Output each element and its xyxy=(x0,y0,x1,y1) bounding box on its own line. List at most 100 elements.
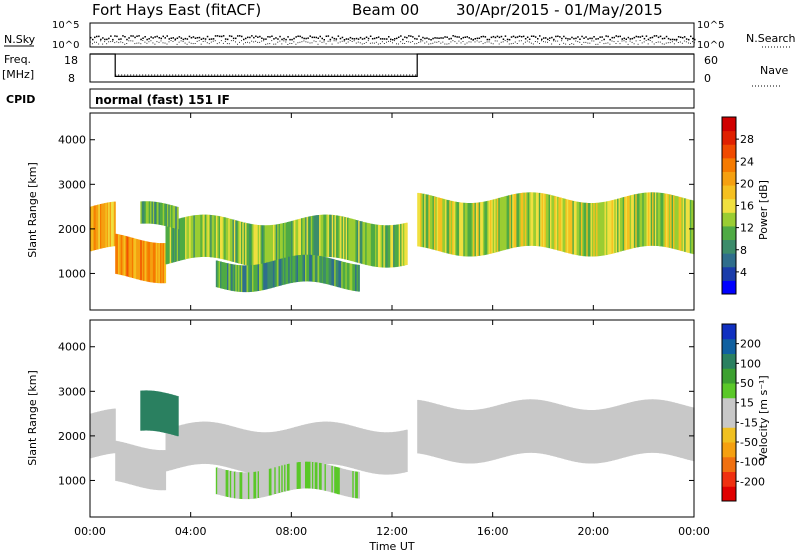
nsearch-point xyxy=(625,41,627,43)
echo-cell xyxy=(176,425,179,469)
echo-cell xyxy=(689,199,692,254)
echo-cell xyxy=(554,403,557,457)
nsearch-point xyxy=(275,43,277,45)
echo-cell xyxy=(245,265,248,293)
echo-cell xyxy=(267,262,270,289)
nsky-point xyxy=(222,35,225,37)
nsky-point xyxy=(496,35,499,38)
nsearch-point xyxy=(367,40,369,42)
echo-cell xyxy=(474,202,477,257)
echo-cell xyxy=(673,195,675,249)
nsearch-point xyxy=(106,43,108,45)
echo-cell xyxy=(346,469,349,497)
colorbar-tick-label: -50 xyxy=(740,436,758,449)
nsearch-point xyxy=(631,41,633,43)
echo-cell xyxy=(543,400,545,455)
echo-cell xyxy=(97,204,99,250)
echo-cell xyxy=(317,462,320,490)
echo-cell xyxy=(564,198,566,253)
nsearch-point xyxy=(267,43,269,45)
echo-cell xyxy=(179,218,182,261)
nsearch-point xyxy=(400,41,402,43)
echo-cell xyxy=(220,423,222,466)
echo-cell xyxy=(215,215,218,258)
echo-cell xyxy=(355,264,358,292)
nsky-point xyxy=(541,38,543,41)
nsearch-point xyxy=(224,40,226,42)
nsky-point xyxy=(512,35,515,38)
echo-cell xyxy=(318,462,321,490)
echo-cell xyxy=(328,465,331,492)
echo-cell xyxy=(218,261,221,288)
echo-cell xyxy=(102,203,105,248)
nsky-point xyxy=(128,37,130,39)
echo-cell xyxy=(98,204,101,249)
echo-cell xyxy=(172,205,175,228)
echo-cell xyxy=(313,422,316,465)
echo-cell xyxy=(240,221,243,265)
echo-cell xyxy=(143,390,146,431)
nsearch-point xyxy=(599,41,601,43)
echo-cell xyxy=(242,265,245,293)
echo-cell xyxy=(210,215,213,258)
echo-cell xyxy=(305,461,307,489)
velocity-echoes xyxy=(90,390,695,500)
echo-cell xyxy=(506,402,509,457)
echo-cell xyxy=(582,202,585,257)
nsky-point xyxy=(375,37,378,39)
nsearch-point xyxy=(543,41,544,43)
echo-cell xyxy=(231,471,234,498)
echo-cell xyxy=(678,403,681,458)
echo-cell xyxy=(161,450,164,491)
echo-cell xyxy=(151,449,154,490)
echo-cell xyxy=(438,197,441,252)
echo-cell xyxy=(99,204,102,249)
nsearch-point xyxy=(228,43,230,45)
echo-cell xyxy=(454,408,457,463)
echo-cell xyxy=(274,467,277,494)
nsky-point xyxy=(637,36,640,38)
echo-cell xyxy=(147,241,150,282)
echo-cell xyxy=(171,427,174,470)
echo-cell xyxy=(652,192,655,246)
echo-cell xyxy=(214,215,217,258)
nsky-point xyxy=(118,38,120,41)
nsearch-point xyxy=(418,42,420,43)
echo-cell xyxy=(586,202,589,257)
nsearch-point xyxy=(424,42,426,44)
echo-cell xyxy=(321,256,324,284)
y-tick-label: 4000 xyxy=(58,134,86,147)
echo-cell xyxy=(151,242,154,283)
nsearch-point xyxy=(649,40,651,41)
nsearch-point xyxy=(168,41,170,43)
echo-cell xyxy=(668,401,671,455)
nsky-point xyxy=(166,35,168,37)
nsearch-point xyxy=(547,41,548,43)
nsky-point xyxy=(220,35,223,38)
echo-cell xyxy=(632,401,635,456)
nsky-point xyxy=(408,35,410,37)
echo-cell xyxy=(266,432,269,475)
nsearch-point xyxy=(581,44,583,45)
echo-cell xyxy=(607,201,610,255)
nsky-point xyxy=(561,37,563,40)
echo-cell xyxy=(260,470,263,498)
echo-cell xyxy=(501,404,504,458)
echo-cell xyxy=(141,201,144,224)
echo-cell xyxy=(386,432,389,475)
echo-cell xyxy=(99,411,102,456)
nsearch-point xyxy=(128,40,130,42)
echo-cell xyxy=(657,192,660,247)
nsky-point xyxy=(158,37,160,39)
nsearch-point xyxy=(528,41,530,43)
echo-cell xyxy=(338,260,341,288)
echo-cell xyxy=(650,399,653,453)
nsky-point xyxy=(212,38,215,40)
nsky-point xyxy=(631,37,634,40)
nsearch-point xyxy=(249,42,251,44)
nsky-point xyxy=(599,36,601,38)
nsky-strip-frame xyxy=(89,22,695,48)
echo-cell xyxy=(210,422,213,465)
nsearch-point xyxy=(514,41,516,43)
nsearch-point xyxy=(472,40,474,41)
